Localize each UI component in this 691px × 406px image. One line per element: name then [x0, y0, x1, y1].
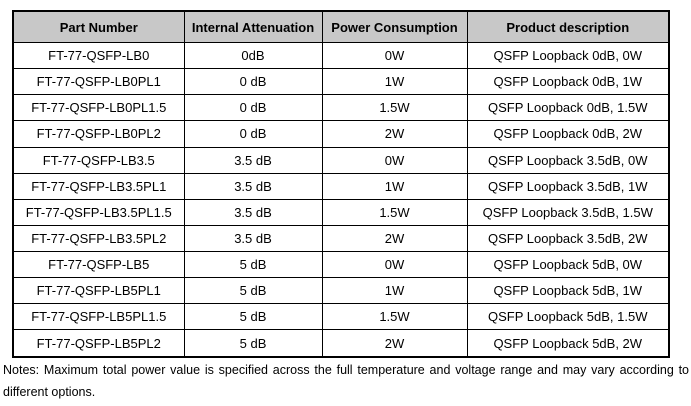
cell-product-description: QSFP Loopback 5dB, 0W [466, 250, 670, 279]
table-row: FT-77-QSFP-LB3.5 3.5 dB 0W QSFP Loopback… [12, 146, 670, 174]
cell-product-description: QSFP Loopback 0dB, 1W [466, 68, 670, 96]
cell-part-number: FT-77-QSFP-LB5PL2 [12, 329, 185, 358]
table-row: FT-77-QSFP-LB0PL1.5 0 dB 1.5W QSFP Loopb… [12, 94, 670, 122]
cell-power-consumption: 0W [321, 146, 468, 174]
cell-internal-attenuation: 5 dB [183, 329, 323, 358]
cell-part-number: FT-77-QSFP-LB3.5 [12, 146, 185, 174]
table-row: FT-77-QSFP-LB3.5PL1 3.5 dB 1W QSFP Loopb… [12, 172, 670, 200]
cell-product-description: QSFP Loopback 5dB, 1W [466, 277, 670, 305]
cell-part-number: FT-77-QSFP-LB3.5PL2 [12, 224, 185, 253]
column-header-product-description: Product description [466, 10, 670, 43]
table-row: FT-77-QSFP-LB3.5PL1.5 3.5 dB 1.5W QSFP L… [12, 198, 670, 226]
column-header-internal-attenuation: Internal Attenuation [183, 10, 323, 43]
cell-internal-attenuation: 0 dB [183, 68, 323, 96]
cell-power-consumption: 1W [321, 172, 468, 200]
cell-internal-attenuation: 5 dB [183, 303, 323, 331]
cell-power-consumption: 1W [321, 277, 468, 305]
cell-power-consumption: 1.5W [321, 94, 468, 122]
cell-internal-attenuation: 3.5 dB [183, 224, 323, 253]
cell-part-number: FT-77-QSFP-LB5PL1 [12, 277, 185, 305]
column-header-power-consumption: Power Consumption [321, 10, 468, 43]
cell-part-number: FT-77-QSFP-LB0PL1.5 [12, 94, 185, 122]
cell-power-consumption: 2W [321, 329, 468, 358]
cell-part-number: FT-77-QSFP-LB0 [12, 41, 185, 70]
cell-internal-attenuation: 3.5 dB [183, 198, 323, 226]
cell-internal-attenuation: 3.5 dB [183, 146, 323, 174]
cell-internal-attenuation: 0dB [183, 41, 323, 70]
table-row: FT-77-QSFP-LB0 0dB 0W QSFP Loopback 0dB,… [12, 41, 670, 70]
table-row: FT-77-QSFP-LB0PL2 0 dB 2W QSFP Loopback … [12, 120, 670, 148]
cell-product-description: QSFP Loopback 0dB, 2W [466, 120, 670, 148]
cell-part-number: FT-77-QSFP-LB0PL2 [12, 120, 185, 148]
cell-power-consumption: 1W [321, 68, 468, 96]
cell-product-description: QSFP Loopback 5dB, 2W [466, 329, 670, 358]
cell-internal-attenuation: 5 dB [183, 277, 323, 305]
cell-internal-attenuation: 3.5 dB [183, 172, 323, 200]
cell-product-description: QSFP Loopback 3.5dB, 0W [466, 146, 670, 174]
table-row: FT-77-QSFP-LB3.5PL2 3.5 dB 2W QSFP Loopb… [12, 224, 670, 253]
cell-power-consumption: 0W [321, 41, 468, 70]
cell-product-description: QSFP Loopback 0dB, 1.5W [466, 94, 670, 122]
cell-power-consumption: 2W [321, 224, 468, 253]
table-notes: Notes: Maximum total power value is spec… [3, 363, 689, 399]
table-header-row: Part Number Internal Attenuation Power C… [12, 10, 670, 43]
cell-part-number: FT-77-QSFP-LB3.5PL1 [12, 172, 185, 200]
table-row: FT-77-QSFP-LB5PL1 5 dB 1W QSFP Loopback … [12, 277, 670, 305]
table-row: FT-77-QSFP-LB5PL2 5 dB 2W QSFP Loopback … [12, 329, 670, 358]
table-row: FT-77-QSFP-LB0PL1 0 dB 1W QSFP Loopback … [12, 68, 670, 96]
cell-part-number: FT-77-QSFP-LB5 [12, 250, 185, 279]
cell-product-description: QSFP Loopback 3.5dB, 1W [466, 172, 670, 200]
table-row: FT-77-QSFP-LB5 5 dB 0W QSFP Loopback 5dB… [12, 250, 670, 279]
table-row: FT-77-QSFP-LB5PL1.5 5 dB 1.5W QSFP Loopb… [12, 303, 670, 331]
cell-part-number: FT-77-QSFP-LB0PL1 [12, 68, 185, 96]
cell-product-description: QSFP Loopback 3.5dB, 1.5W [466, 198, 670, 226]
column-header-part-number: Part Number [12, 10, 185, 43]
cell-power-consumption: 1.5W [321, 198, 468, 226]
cell-product-description: QSFP Loopback 3.5dB, 2W [466, 224, 670, 253]
cell-power-consumption: 2W [321, 120, 468, 148]
cell-power-consumption: 0W [321, 250, 468, 279]
cell-product-description: QSFP Loopback 5dB, 1.5W [466, 303, 670, 331]
cell-part-number: FT-77-QSFP-LB3.5PL1.5 [12, 198, 185, 226]
cell-power-consumption: 1.5W [321, 303, 468, 331]
product-spec-table: Part Number Internal Attenuation Power C… [12, 10, 670, 358]
cell-internal-attenuation: 5 dB [183, 250, 323, 279]
cell-internal-attenuation: 0 dB [183, 94, 323, 122]
cell-internal-attenuation: 0 dB [183, 120, 323, 148]
cell-part-number: FT-77-QSFP-LB5PL1.5 [12, 303, 185, 331]
cell-product-description: QSFP Loopback 0dB, 0W [466, 41, 670, 70]
